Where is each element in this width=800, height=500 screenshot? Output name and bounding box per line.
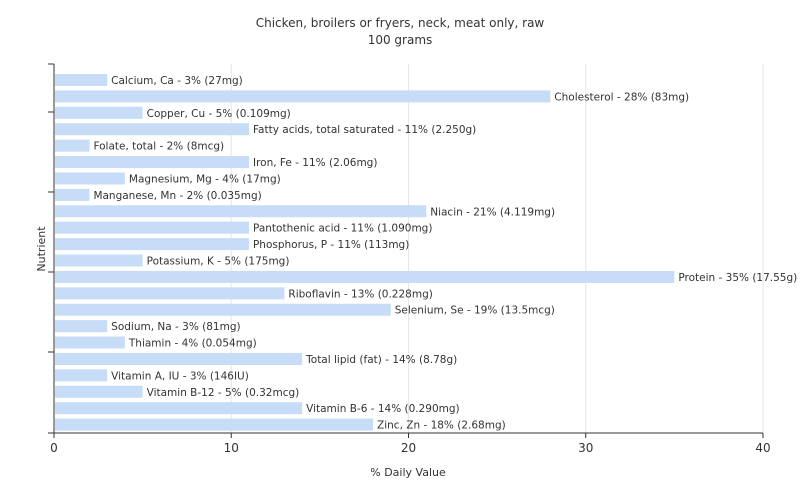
bar-label: Riboflavin - 13% (0.228mg) (288, 288, 432, 300)
bar (55, 352, 303, 365)
bar-label: Vitamin B-12 - 5% (0.32mcg) (147, 387, 300, 399)
bar-label: Niacin - 21% (4.119mg) (430, 206, 555, 218)
bar-label: Sodium, Na - 3% (81mg) (111, 321, 240, 333)
bar-label: Potassium, K - 5% (175mg) (147, 256, 290, 268)
bar (55, 320, 108, 333)
bar (55, 139, 90, 152)
bar (55, 188, 90, 201)
bar (55, 418, 374, 431)
bar (55, 221, 249, 234)
bar (55, 303, 391, 316)
bar-label: Manganese, Mn - 2% (0.035mg) (93, 190, 261, 202)
bar-label: Thiamin - 4% (0.054mg) (128, 338, 257, 350)
bar-label: Calcium, Ca - 3% (27mg) (111, 75, 243, 87)
bar (55, 90, 551, 103)
x-tick-label: 20 (401, 441, 416, 455)
bar (55, 402, 303, 415)
bar-label: Iron, Fe - 11% (2.06mg) (253, 157, 377, 169)
bar-label: Zinc, Zn - 18% (2.68mg) (377, 420, 506, 432)
bar-label: Folate, total - 2% (8mcg) (93, 141, 224, 153)
chart-subtitle: 100 grams (368, 33, 433, 47)
axes: 0 10 20 30 40 (48, 63, 771, 455)
bar (55, 254, 143, 267)
bar (55, 385, 143, 398)
bar-label: Copper, Cu - 5% (0.109mg) (147, 108, 291, 120)
bar (55, 156, 249, 169)
bar-label: Cholesterol - 28% (83mg) (554, 91, 689, 103)
bar (55, 106, 143, 119)
x-tick-label: 40 (755, 441, 770, 455)
x-tick-label: 10 (224, 441, 239, 455)
x-tick-label: 0 (50, 441, 58, 455)
y-axis-title: Nutrient (35, 226, 48, 272)
bar-label: Vitamin A, IU - 3% (146IU) (111, 370, 249, 382)
bars: Calcium, Ca - 3% (27mg) Cholesterol - 28%… (55, 74, 797, 432)
bar-label: Fatty acids, total saturated - 11% (2.25… (253, 124, 476, 136)
bar-label: Selenium, Se - 19% (13.5mcg) (395, 305, 555, 317)
bar-label: Pantothenic acid - 11% (1.090mg) (253, 223, 432, 235)
bar (55, 123, 249, 136)
bar (55, 238, 249, 251)
bar-label: Magnesium, Mg - 4% (17mg) (129, 173, 281, 185)
bar (55, 270, 675, 283)
bar-label: Protein - 35% (17.55g) (678, 272, 797, 284)
bar-label: Phosphorus, P - 11% (113mg) (253, 239, 409, 251)
bar-label: Vitamin B-6 - 14% (0.290mg) (306, 403, 460, 415)
bar (55, 172, 125, 185)
x-tick-label: 30 (578, 441, 593, 455)
bar-label: Total lipid (fat) - 14% (8.78g) (305, 354, 457, 366)
bar (55, 336, 125, 349)
bar (55, 74, 108, 86)
bar (55, 205, 427, 218)
chart-title: Chicken, broilers or fryers, neck, meat … (256, 16, 545, 30)
x-axis-title: % Daily Value (370, 466, 446, 479)
bar (55, 369, 108, 382)
bar (55, 287, 285, 300)
